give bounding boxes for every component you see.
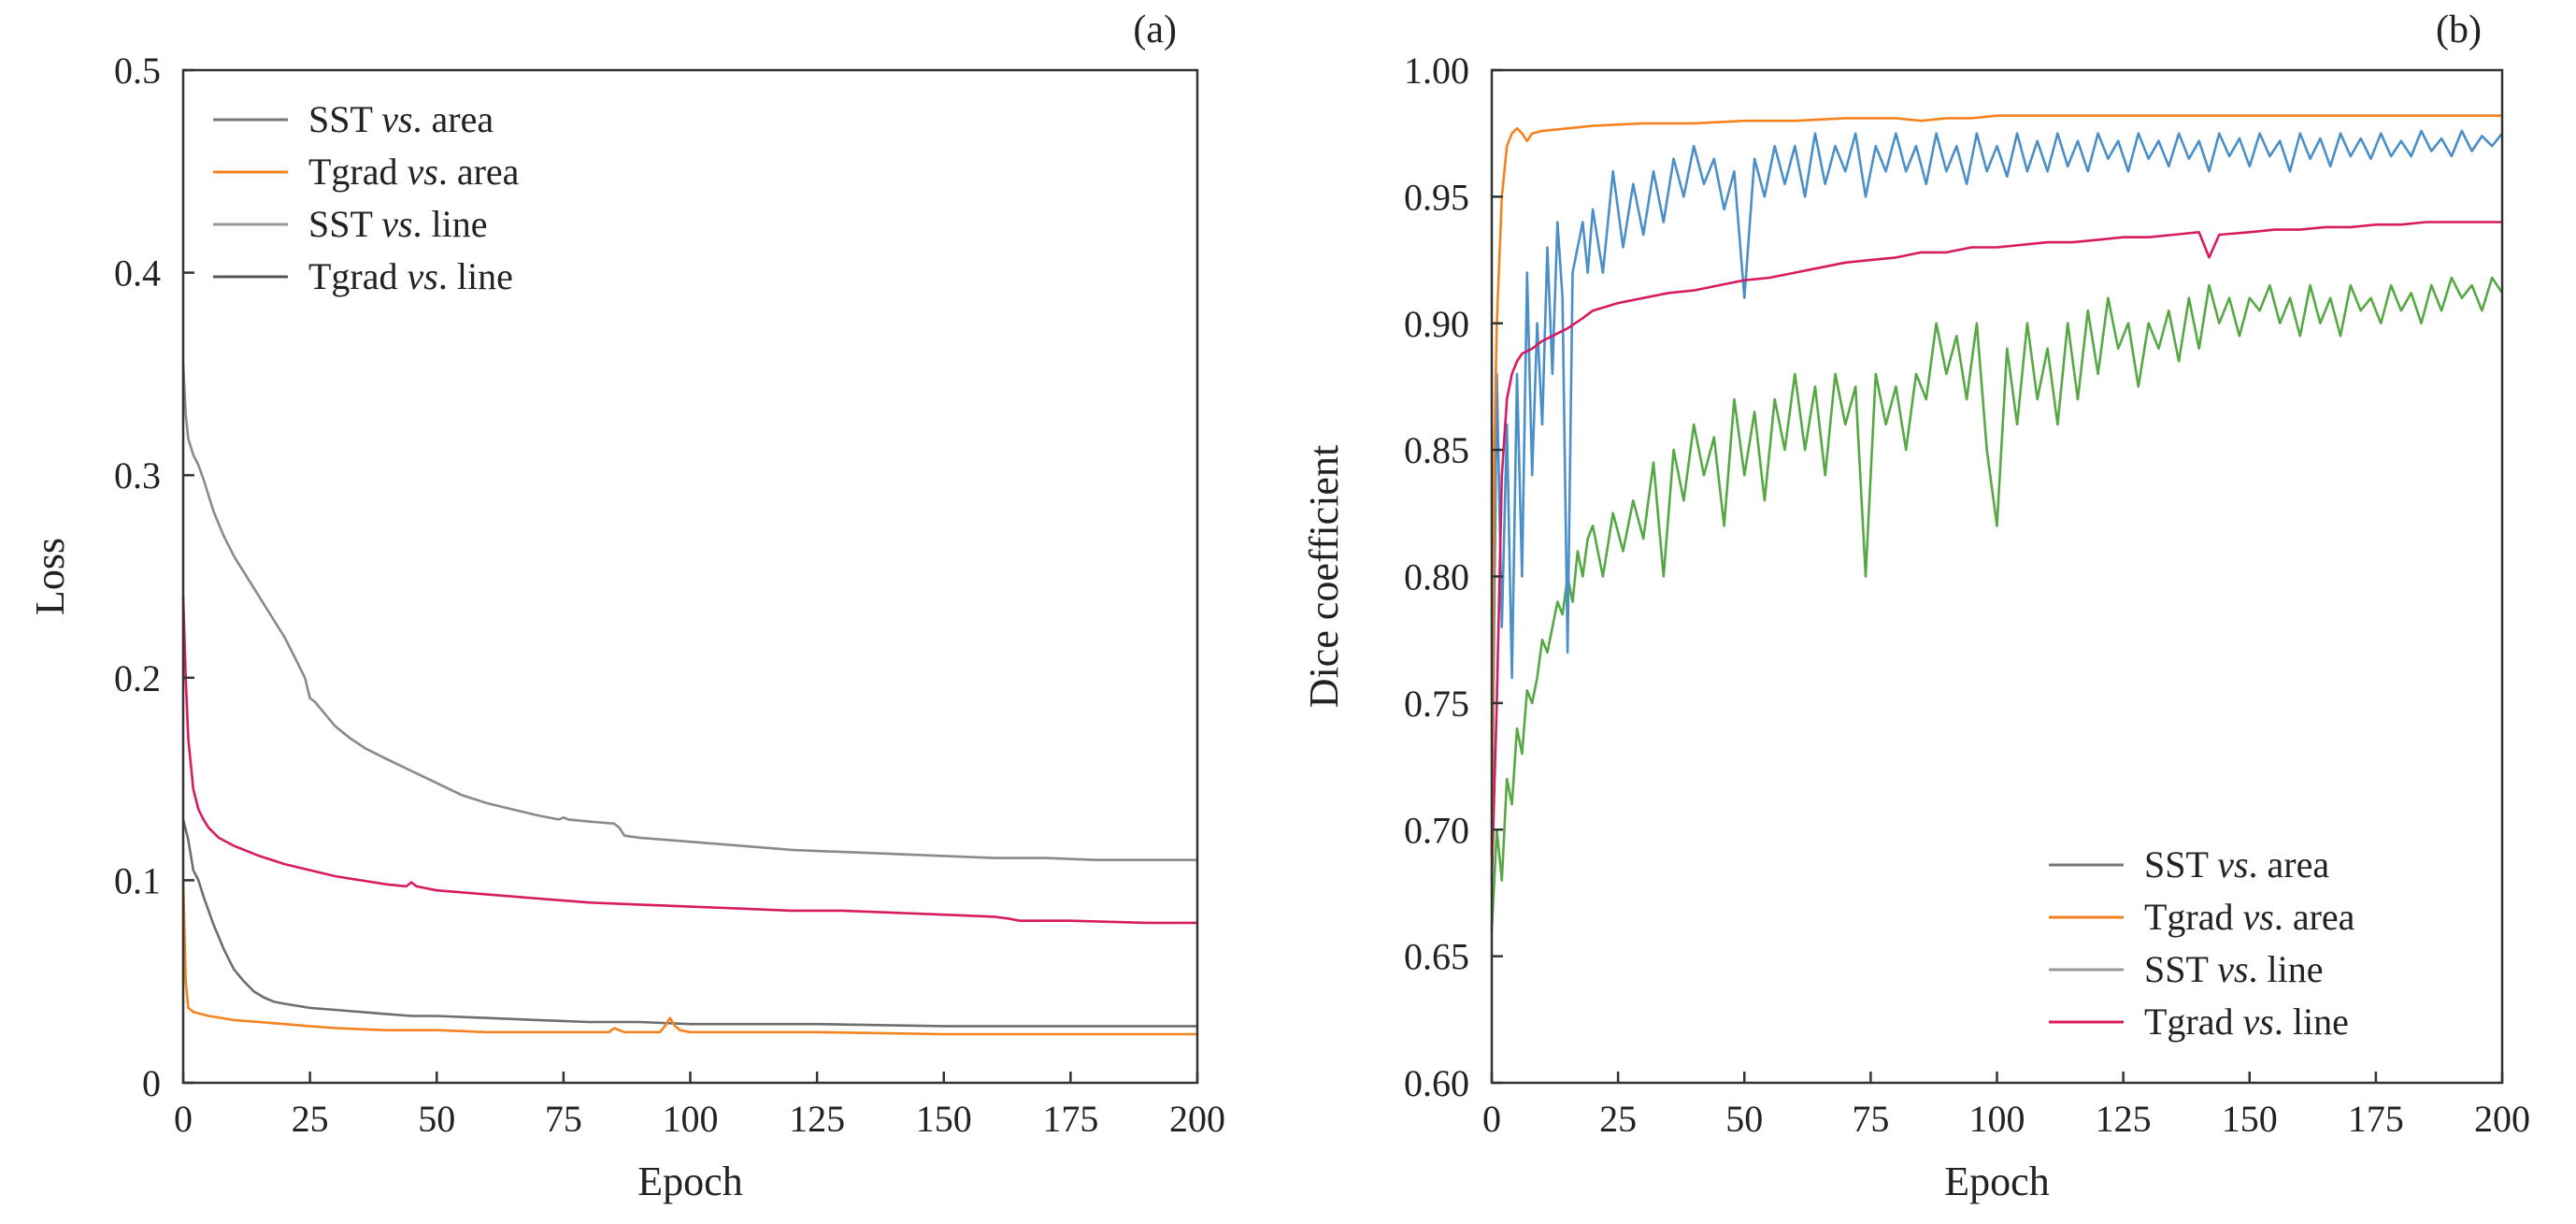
x-axis-label-b: Epoch — [1944, 1159, 2049, 1204]
y-tick-label-a-4: 0.4 — [114, 252, 161, 295]
y-tick-label-b-1: 0.65 — [1404, 936, 1469, 978]
legend-a: SST vs. area Tgrad vs. area SST vs. line Tg… — [213, 98, 520, 297]
x-tick-label-a-8: 200 — [1169, 1098, 1225, 1140]
y-axis-label-a: Loss — [27, 538, 73, 615]
y-tick-label-b-7: 0.95 — [1404, 176, 1469, 218]
legend-label-a-3: Tgrad vs. line — [308, 255, 513, 297]
y-tick-label-a-0: 0 — [142, 1062, 161, 1104]
panel-label-b: (b) — [2436, 8, 2482, 51]
y-tick-label-b-4: 0.80 — [1404, 556, 1469, 598]
x-axis-label-a: Epoch — [637, 1159, 742, 1204]
y-axis-label-b: Dice coefficient — [1301, 445, 1347, 708]
series-line-b-3 — [1490, 114, 2502, 856]
legend-label-a-2: SST vs. line — [308, 203, 488, 245]
y-tick-label-a-1: 0.1 — [114, 859, 161, 901]
x-tick-label-b-7: 175 — [2348, 1098, 2404, 1140]
y-tick-label-b-6: 0.90 — [1404, 303, 1469, 345]
series-line-a-0 — [181, 819, 1197, 1028]
panel-label-a: (a) — [1133, 8, 1177, 51]
x-tick-label-a-4: 100 — [663, 1098, 719, 1140]
y-tick-label-a-3: 0.3 — [114, 454, 161, 497]
legend-label-b-2: SST vs. line — [2144, 948, 2324, 990]
x-tick-label-a-1: 25 — [292, 1098, 329, 1140]
y-tick-label-a-2: 0.2 — [114, 657, 161, 699]
legend-label-a-1: Tgrad vs. area — [308, 151, 520, 193]
chart-panel-a: 0 25 50 75 100 125 150 175 200 0 0.1 0.2 0.3 0.4 0.5 E… — [27, 8, 1225, 1204]
series-line-a-1 — [181, 880, 1197, 1036]
x-tick-label-b-6: 150 — [2222, 1098, 2278, 1140]
series-line-a-2 — [181, 364, 1197, 861]
y-tick-label-b-5: 0.85 — [1404, 429, 1469, 471]
series-line-b-2 — [1490, 221, 2502, 881]
y-tick-label-b-2: 0.70 — [1404, 809, 1469, 851]
x-tick-label-b-0: 0 — [1482, 1098, 1501, 1140]
legend-label-b-3: Tgrad vs. line — [2144, 1001, 2349, 1043]
x-tick-label-a-7: 175 — [1042, 1098, 1098, 1140]
x-tick-label-b-3: 75 — [1852, 1098, 1889, 1140]
x-tick-label-b-8: 200 — [2474, 1098, 2530, 1140]
series-line-a-3 — [181, 597, 1197, 925]
y-tick-label-b-0: 0.60 — [1404, 1062, 1469, 1104]
y-tick-label-b-8: 1.00 — [1404, 50, 1469, 92]
x-tick-label-b-4: 100 — [1969, 1098, 2025, 1140]
x-tick-label-b-1: 25 — [1599, 1098, 1637, 1140]
legend-label-a-0: SST vs. area — [308, 98, 494, 140]
chart-panel-b: 0 25 50 75 100 125 150 175 200 0.60 0.65 0.70 0.75 0.… — [1301, 8, 2530, 1204]
x-tick-label-b-2: 50 — [1725, 1098, 1763, 1140]
legend-label-b-0: SST vs. area — [2144, 843, 2329, 886]
x-tick-label-a-3: 75 — [545, 1098, 582, 1140]
x-tick-label-a-6: 150 — [916, 1098, 972, 1140]
series-line-b-1 — [1490, 129, 2504, 856]
series-layer-b — [1490, 114, 2504, 931]
y-tick-label-b-3: 0.75 — [1404, 683, 1469, 725]
legend-b: SST vs. area Tgrad vs. area SST vs. line Tg… — [2049, 843, 2355, 1043]
x-tick-label-a-2: 50 — [418, 1098, 455, 1140]
series-layer-a — [181, 364, 1197, 1036]
x-tick-label-a-0: 0 — [174, 1098, 193, 1140]
x-tick-label-b-5: 125 — [2096, 1098, 2152, 1140]
legend-label-b-1: Tgrad vs. area — [2144, 896, 2355, 938]
x-tick-label-a-5: 125 — [789, 1098, 845, 1140]
series-line-b-0 — [1490, 276, 2504, 931]
ticks-layer-b: 0 25 50 75 100 125 150 175 200 0.60 0.65 0.70 0.75 0.… — [1404, 50, 2530, 1140]
y-tick-label-a-5: 0.5 — [114, 50, 161, 92]
ticks-layer-a: 0 25 50 75 100 125 150 175 200 0 0.1 0.2 0.3 0.4 0.5 — [114, 50, 1225, 1140]
